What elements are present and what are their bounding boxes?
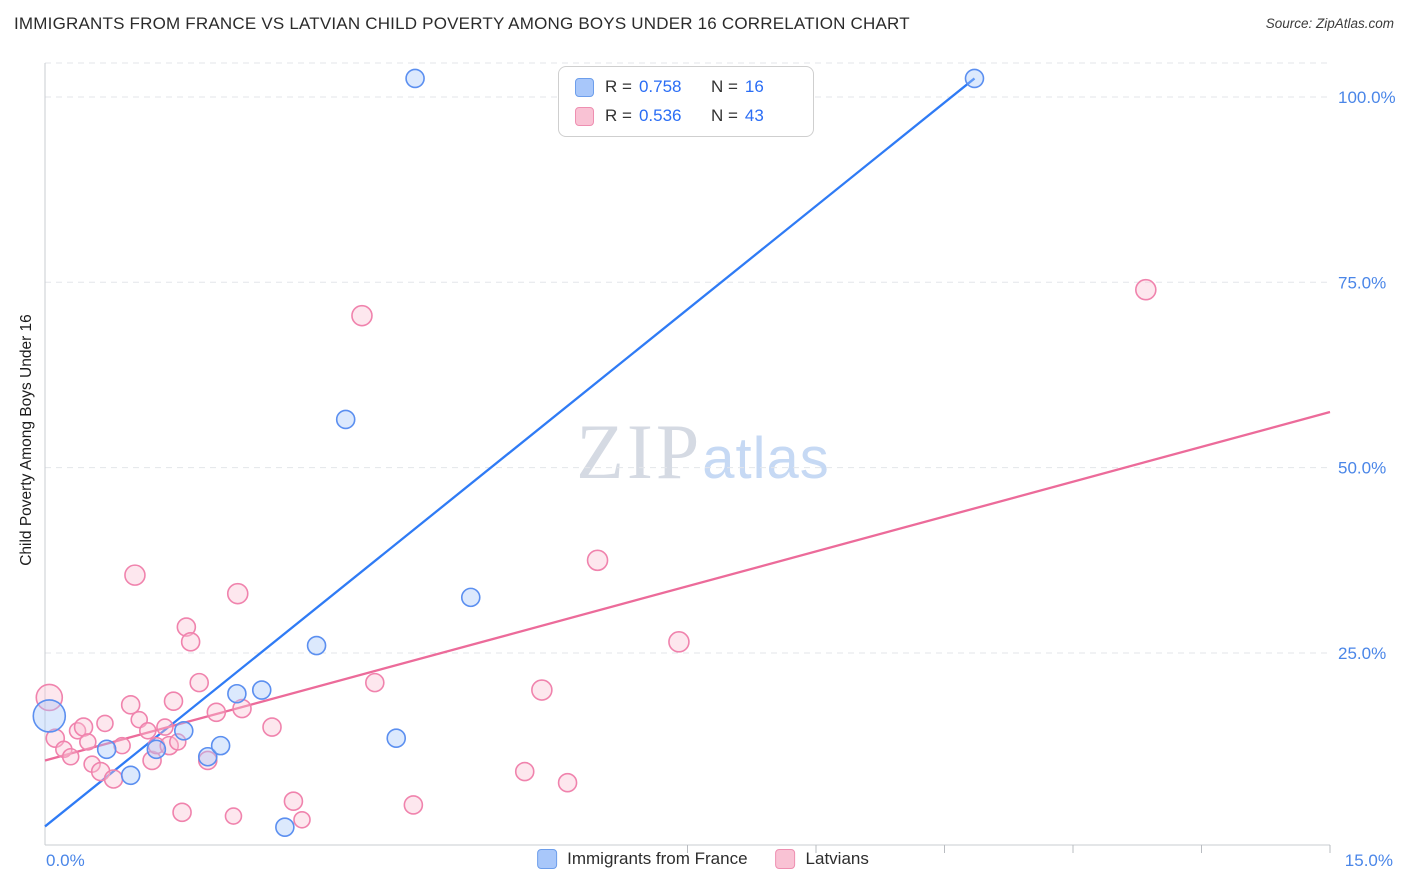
scatter-point-latvians[interactable] — [189, 672, 209, 693]
scatter-point-immigrants-from-france[interactable] — [306, 635, 327, 656]
scatter-point-latvians[interactable] — [103, 769, 124, 789]
scatter-point-latvians[interactable] — [163, 691, 184, 711]
scatter-point-latvians[interactable] — [168, 733, 187, 751]
legend-n-value-latvians: 43 — [744, 106, 764, 125]
legend-swatch-immigrants-from-france — [537, 849, 558, 869]
scatter-point-immigrants-from-france[interactable] — [146, 739, 167, 760]
scatter-point-latvians[interactable] — [172, 802, 192, 823]
scatter-point-immigrants-from-france[interactable] — [275, 817, 295, 837]
y-axis-tick-label: 75.0% — [1338, 273, 1386, 292]
scatter-point-latvians[interactable] — [139, 722, 157, 740]
legend-entry-latvians: R = 0.536 N = 43 — [575, 105, 797, 127]
scatter-point-latvians[interactable] — [113, 736, 131, 755]
scatter-point-immigrants-from-france[interactable] — [964, 68, 985, 89]
scatter-point-immigrants-from-france[interactable] — [335, 409, 356, 430]
scatter-point-latvians[interactable] — [586, 549, 609, 572]
scatter-point-latvians[interactable] — [176, 617, 197, 637]
legend-n-prefix: N = — [710, 106, 738, 125]
legend-entry-france: R = 0.758 N = 16 — [575, 76, 797, 98]
legend-r-prefix: R = — [605, 77, 632, 96]
legend-swatch-latvians-bottom — [775, 849, 796, 869]
legend-item-latvians: Latvians — [775, 849, 869, 869]
scatter-point-latvians[interactable] — [531, 679, 553, 701]
scatter-point-latvians[interactable] — [180, 632, 201, 652]
legend-n-value-france: 16 — [744, 77, 764, 96]
scatter-point-latvians[interactable] — [206, 702, 227, 723]
scatter-point-latvians[interactable] — [156, 718, 174, 736]
scatter-point-latvians[interactable] — [365, 672, 385, 693]
scatter-point-immigrants-from-france[interactable] — [96, 739, 117, 760]
legend-r-prefix: R = — [605, 106, 632, 125]
scatter-point-immigrants-from-france[interactable] — [197, 746, 218, 767]
legend-box: R = 0.758 N = 16 R = 0.536 N = 43 — [558, 66, 814, 137]
scatter-point-latvians[interactable] — [232, 698, 252, 719]
source-attribution: Source: ZipAtlas.com — [1265, 16, 1394, 31]
legend-label-immigrants-from-france: Immigrants from France — [567, 849, 748, 868]
scatter-point-latvians[interactable] — [120, 695, 141, 715]
scatter-point-immigrants-from-france[interactable] — [405, 68, 425, 89]
legend-r-value-latvians: 0.536 — [638, 106, 682, 125]
scatter-point-latvians[interactable] — [35, 683, 64, 712]
scatter-point-latvians[interactable] — [557, 772, 578, 793]
scatter-point-immigrants-from-france[interactable] — [251, 680, 272, 700]
legend-swatch-france — [575, 77, 594, 97]
scatter-point-immigrants-from-france[interactable] — [386, 728, 407, 749]
x-axis-max-label: 15.0% — [1344, 851, 1393, 870]
scatter-point-latvians[interactable] — [224, 807, 243, 825]
scatter-point-latvians[interactable] — [226, 582, 249, 605]
y-axis-tick-label: 25.0% — [1338, 644, 1386, 663]
scatter-point-latvians[interactable] — [61, 747, 80, 766]
x-axis-min-label: 0.0% — [46, 851, 85, 870]
scatter-point-latvians[interactable] — [351, 304, 373, 327]
scatter-point-latvians[interactable] — [262, 717, 282, 737]
scatter-point-latvians[interactable] — [68, 722, 87, 740]
scatter-point-latvians[interactable] — [293, 810, 311, 829]
scatter-point-immigrants-from-france[interactable] — [173, 721, 194, 741]
legend-n-prefix: N = — [710, 77, 738, 96]
trend-line-0 — [44, 77, 976, 828]
scatter-point-immigrants-from-france[interactable] — [210, 735, 231, 756]
legend-item-immigrants-from-france: Immigrants from France — [537, 849, 748, 869]
scatter-point-latvians[interactable] — [514, 761, 535, 782]
scatter-point-immigrants-from-france[interactable] — [120, 765, 141, 786]
scatter-point-latvians[interactable] — [283, 791, 304, 812]
scatter-point-latvians[interactable] — [124, 564, 146, 586]
scatter-point-latvians[interactable] — [403, 795, 424, 815]
scatter-point-latvians[interactable] — [1135, 278, 1157, 301]
page-title: IMMIGRANTS FROM FRANCE VS LATVIAN CHILD … — [14, 14, 910, 33]
scatter-point-immigrants-from-france[interactable] — [460, 587, 481, 608]
y-axis-tick-label: 100.0% — [1338, 88, 1396, 107]
legend-swatch-latvians — [575, 106, 594, 126]
scatter-point-immigrants-from-france[interactable] — [227, 683, 247, 704]
legend-label-latvians: Latvians — [805, 849, 869, 868]
legend-r-value-france: 0.758 — [638, 77, 682, 96]
scatter-point-immigrants-from-france[interactable] — [32, 699, 67, 733]
bottom-legend: Immigrants from France Latvians — [537, 849, 869, 869]
trend-line-1 — [44, 410, 1331, 762]
scatter-point-latvians[interactable] — [668, 631, 690, 653]
scatter-point-latvians[interactable] — [96, 714, 114, 733]
scatter-point-latvians[interactable] — [79, 733, 97, 751]
y-axis-label: Child Poverty Among Boys Under 16 — [18, 314, 35, 566]
y-axis-tick-label: 50.0% — [1338, 459, 1386, 478]
